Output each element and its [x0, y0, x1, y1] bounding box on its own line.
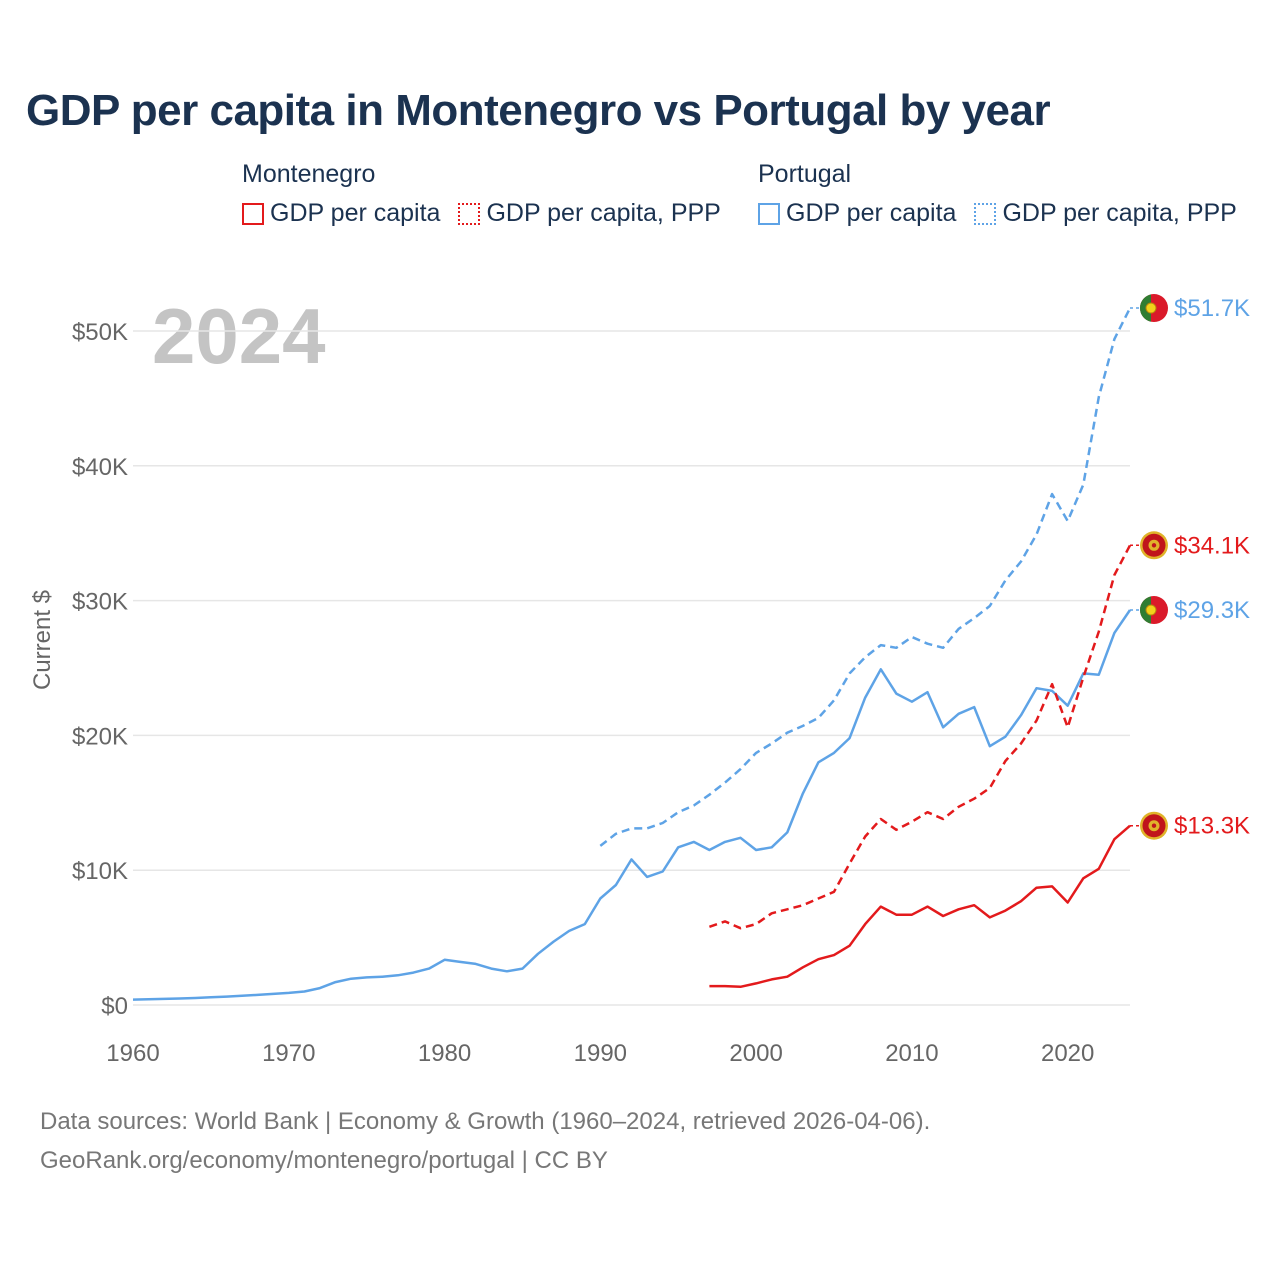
legend-swatch-solid [242, 202, 264, 225]
legend-swatch-solid [758, 202, 780, 225]
legend-item-portugal-gdp-ppp[interactable]: GDP per capita, PPP [974, 199, 1237, 228]
x-tick-label: 1960 [106, 1040, 159, 1067]
legend-item-montenegro-gdp[interactable]: GDP per capita [242, 199, 440, 228]
legend-group-title: Portugal [758, 160, 852, 188]
y-tick-label: $0 [101, 993, 128, 1020]
y-tick-label: $30K [72, 589, 128, 616]
legend-swatch-dotted [458, 202, 481, 225]
legend-group-title: Montenegro [242, 160, 376, 188]
series-line [709, 824, 1131, 989]
legend-item-montenegro-gdp-ppp[interactable]: GDP per capita, PPP [458, 199, 721, 228]
series-line [132, 609, 1132, 1001]
y-axis-label: Current $ [29, 590, 56, 690]
series-line [599, 307, 1132, 847]
end-value-label: $29.3K [1174, 597, 1250, 624]
flag-emblem-center [1151, 823, 1157, 828]
legend-item-portugal-gdp[interactable]: GDP per capita [758, 199, 956, 228]
year-watermark: 2024 [152, 292, 326, 380]
x-tick-label: 1990 [574, 1040, 627, 1067]
flag-emblem [1145, 302, 1157, 314]
flag-emblem [1145, 604, 1157, 616]
legend-item-label: GDP per capita, PPP [486, 199, 721, 227]
legend-item-label: GDP per capita, PPP [1002, 199, 1237, 227]
y-tick-label: $20K [72, 723, 128, 750]
end-value-label: $34.1K [1174, 532, 1250, 559]
chart-title: GDP per capita in Montenegro vs Portugal… [26, 86, 1051, 135]
x-tick-label: 1980 [418, 1040, 471, 1067]
y-tick-label: $10K [72, 858, 128, 885]
data-source-note: Data sources: World Bank | Economy & Gro… [40, 1108, 931, 1135]
x-tick-label: 2020 [1041, 1040, 1094, 1067]
data-source-link[interactable]: GeoRank.org/economy/montenegro/portugal … [40, 1147, 608, 1174]
legend-group-montenegro: Montenegro GDP per capita GDP per capita… [242, 160, 721, 228]
x-tick-label: 2010 [885, 1040, 938, 1067]
y-tick-label: $40K [72, 454, 128, 481]
end-value-label: $13.3K [1174, 813, 1250, 840]
legend-swatch-dotted [974, 202, 997, 225]
legend-group-portugal: Portugal GDP per capita GDP per capita, … [758, 160, 1237, 228]
x-tick-label: 2000 [729, 1040, 782, 1067]
flag-emblem-center [1151, 543, 1157, 548]
legend-item-label: GDP per capita [786, 199, 957, 227]
y-tick-label: $50K [72, 319, 128, 346]
legend-item-label: GDP per capita [270, 199, 441, 227]
series-line [708, 544, 1132, 930]
x-tick-label: 1970 [262, 1040, 315, 1067]
end-value-label: $51.7K [1174, 295, 1250, 322]
